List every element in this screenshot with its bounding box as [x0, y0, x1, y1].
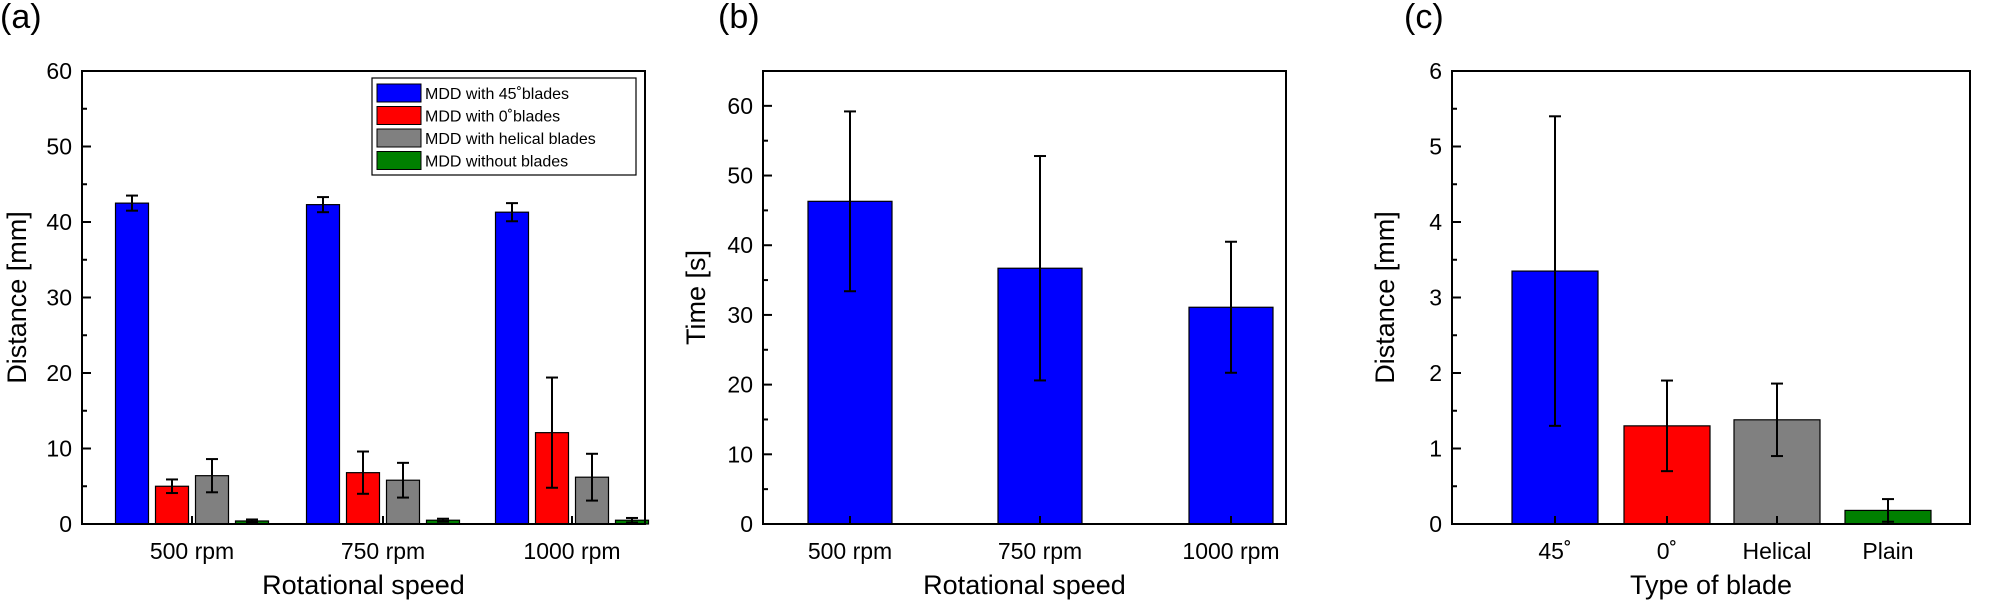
- panel-b-x-axis-title: Rotational speed: [923, 570, 1126, 600]
- panel-c-y-tick-label: 0: [1429, 511, 1442, 537]
- panel-b: (b) 0 10 20 30 40 50 60 500 rpm 750 rpm 1000 rpm R…: [681, 0, 1287, 600]
- panel-b-y-tick-label: 50: [727, 163, 753, 189]
- panel-b-x-tick-label: 500 rpm: [808, 538, 892, 564]
- panel-a-error-bar: [206, 458, 218, 494]
- panel-b-x-tick-label: 750 rpm: [998, 538, 1082, 564]
- panel-c-y-tick-label: 3: [1429, 285, 1442, 311]
- panel-c-y-tick-label: 6: [1429, 58, 1442, 84]
- panel-a-legend-label: MDD with 0˚blades: [425, 109, 560, 126]
- panel-b-x-tick-label: 1000 rpm: [1182, 538, 1279, 564]
- panel-c-x-axis-title: Type of blade: [1630, 570, 1792, 600]
- panel-c-y-tick-label: 4: [1429, 209, 1442, 235]
- panel-c-x-tick-label: Plain: [1862, 538, 1913, 564]
- panel-a-error-bar: [357, 450, 369, 495]
- panel-c-label: (c): [1404, 0, 1444, 36]
- panel-a-legend-swatch: [376, 151, 422, 170]
- panel-b-error-bar: [1225, 240, 1237, 374]
- panel-b-plot-frame: [762, 70, 1287, 525]
- panel-a-bar: [494, 211, 530, 525]
- panel-a-x-tick-label: 750 rpm: [341, 538, 425, 564]
- panel-c-y-tick-label: 5: [1429, 134, 1442, 160]
- panel-b-label: (b): [718, 0, 760, 36]
- panel-a-error-bar: [166, 478, 178, 495]
- panel-b-error-bar: [1034, 155, 1046, 382]
- panel-a-y-tick-label: 30: [46, 285, 72, 311]
- panel-a-error-bar: [317, 196, 329, 214]
- panel-a: (a) 0 10 20 30 40 50 60 500 rpm 750 rpm 1000 rpm R…: [0, 0, 650, 600]
- panel-a-y-tick-label: 10: [46, 436, 72, 462]
- panel-a-x-axis-title: Rotational speed: [262, 570, 465, 600]
- panel-b-error-bar: [844, 110, 856, 293]
- panel-b-y-tick-label: 0: [740, 511, 753, 537]
- panel-c: (c) 0 1 2 3 4 5 6 45˚ 0˚ Helical Plain Type of blad…: [1370, 0, 1971, 600]
- panel-a-error-bar: [126, 194, 138, 212]
- panel-c-y-tick-label: 1: [1429, 436, 1442, 462]
- panel-c-error-bar: [1661, 379, 1673, 473]
- panel-b-y-tick-label: 60: [727, 93, 753, 119]
- panel-c-x-tick-label: Helical: [1742, 538, 1811, 564]
- panel-a-error-bar: [397, 461, 409, 499]
- panel-b-y-axis-title: Time [s]: [681, 250, 711, 345]
- panel-a-y-axis-title: Distance [mm]: [2, 211, 32, 384]
- panel-a-error-bar: [626, 516, 638, 524]
- panel-a-error-bar: [546, 376, 558, 489]
- panel-b-y-tick-label: 10: [727, 441, 753, 467]
- panel-a-y-tick-label: 40: [46, 209, 72, 235]
- panel-a-error-bar: [506, 202, 518, 223]
- panel-a-y-tick-label: 0: [59, 511, 72, 537]
- panel-a-x-tick-label: 500 rpm: [150, 538, 234, 564]
- panel-a-bar: [114, 202, 150, 525]
- panel-b-y-tick-label: 20: [727, 372, 753, 398]
- panel-c-x-tick-label: 0˚: [1657, 538, 1677, 564]
- panel-a-legend: MDD with 45˚blades MDD with 0˚blades MDD w…: [371, 77, 637, 176]
- panel-a-error-bar: [437, 517, 449, 523]
- panel-b-y-tick-label: 30: [727, 302, 753, 328]
- panel-a-y-tick-label: 60: [46, 58, 72, 84]
- panel-b-y-tick-label: 40: [727, 232, 753, 258]
- panel-a-label: (a): [0, 0, 42, 36]
- panel-a-bar: [305, 204, 341, 525]
- panel-a-legend-swatch: [376, 106, 422, 125]
- panel-a-legend-swatch: [376, 128, 422, 148]
- panel-a-error-bar: [586, 452, 598, 502]
- panel-c-error-bar: [1549, 115, 1561, 427]
- panel-c-x-tick-label: 45˚: [1538, 538, 1571, 564]
- panel-c-error-bar: [1771, 382, 1783, 458]
- panel-a-x-tick-label: 1000 rpm: [523, 538, 620, 564]
- panel-c-y-axis-title: Distance [mm]: [1370, 211, 1400, 384]
- panel-a-legend-label: MDD with helical blades: [425, 131, 596, 148]
- panel-a-error-bar: [246, 518, 258, 524]
- panel-a-y-tick-label: 50: [46, 134, 72, 160]
- panel-a-legend-label: MDD without blades: [425, 154, 568, 171]
- panel-a-y-tick-label: 20: [46, 360, 72, 386]
- panel-a-legend-swatch: [376, 83, 422, 103]
- panel-c-y-tick-label: 2: [1429, 360, 1442, 386]
- panel-a-legend-label: MDD with 45˚blades: [425, 86, 569, 103]
